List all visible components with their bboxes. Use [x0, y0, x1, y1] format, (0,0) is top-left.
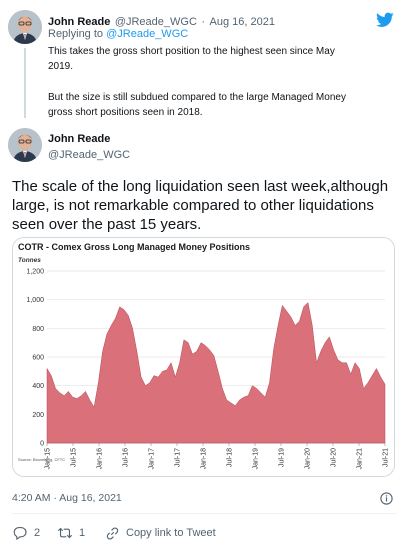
y-tick-label: 800	[32, 326, 44, 333]
reply-text-line-2: 2019.	[48, 61, 74, 72]
divider	[12, 513, 397, 514]
chart-x-axis: Jan-15 Jul-15 Jan-16 Jul-16 Jan-17 Jul-17 Jan-…	[45, 443, 390, 469]
x-tick-label: Jul-15	[71, 448, 78, 467]
x-tick-label: Jan-20	[305, 448, 312, 470]
chart-svg: COTR - Comex Gross Long Managed Money Po…	[13, 238, 394, 476]
x-tick-label: Jan-17	[149, 448, 156, 470]
separator: ·	[201, 16, 206, 28]
retweet-button[interactable]: 1	[57, 522, 85, 544]
reply-button[interactable]: 2	[12, 522, 40, 544]
reply-icon	[13, 527, 27, 540]
reply-count: 2	[34, 527, 41, 539]
y-tick-label: 1,000	[26, 297, 44, 304]
chart-y-axis: 0 200 400 600 800 1,000 1,200	[26, 269, 44, 448]
x-tick-label: Jul-16	[123, 448, 130, 467]
y-tick-label: 400	[32, 383, 44, 390]
x-tick-label: Jan-16	[97, 448, 104, 470]
replying-to: Replying to @JReade_WGC	[48, 28, 188, 40]
y-tick-label: 600	[32, 355, 44, 362]
reply-header: John Reade @JReade_WGC · Aug 16, 2021	[48, 12, 275, 30]
x-tick-label: Jan-21	[357, 448, 364, 470]
tweet-text-line-3: seen over the past 15 years.	[12, 216, 202, 233]
copy-link-button[interactable]: Copy link to Tweet	[105, 522, 216, 544]
info-icon[interactable]	[380, 492, 393, 505]
reply-text-line-4: gross short positions seen in 2018.	[48, 107, 203, 118]
x-tick-label: Jul-20	[331, 448, 338, 467]
x-tick-label: Jan-15	[45, 448, 52, 470]
tweet-actions: 2 1 Copy link to Tweet	[12, 522, 397, 544]
replying-handle-link[interactable]: @JReade_WGC	[106, 28, 189, 40]
y-tick-label: 200	[32, 412, 44, 419]
avatar-image	[8, 10, 42, 44]
retweet-count: 1	[79, 527, 86, 539]
twitter-bird-icon[interactable]	[376, 12, 394, 28]
x-tick-label: Jul-21	[383, 448, 390, 467]
chart-image-card[interactable]: COTR - Comex Gross Long Managed Money Po…	[12, 237, 395, 477]
chart-title: COTR - Comex Gross Long Managed Money Po…	[18, 242, 250, 252]
y-tick-label: 1,200	[26, 269, 44, 276]
x-tick-label: Jan-19	[253, 448, 260, 470]
avatar[interactable]	[8, 128, 42, 162]
tweet-timestamp[interactable]: 4:20 AM · Aug 16, 2021	[12, 492, 122, 504]
y-tick-label: 0	[40, 441, 44, 448]
avatar-image	[8, 128, 42, 162]
reply-text-line-1: This takes the gross short position to t…	[48, 46, 335, 57]
tweet-text-line-2: large, is not remarkable compared to oth…	[12, 197, 374, 214]
copy-link-label: Copy link to Tweet	[126, 527, 216, 539]
chart-ylabel: Tonnes	[18, 257, 41, 264]
author-name[interactable]: John Reade	[48, 16, 111, 28]
x-tick-label: Jul-17	[175, 448, 182, 467]
author-name[interactable]: John Reade	[48, 133, 111, 145]
copy-link-icon	[106, 526, 119, 540]
tweet-text-line-1: The scale of the long liquidation seen l…	[12, 178, 389, 195]
thread-connector	[24, 48, 26, 118]
author-handle[interactable]: @JReade_WGC	[48, 149, 131, 161]
reply-text-line-3: But the size is still subdued compared t…	[48, 92, 346, 103]
chart-source: Source: Bloomberg, CFTC	[18, 457, 65, 462]
chart-area-series	[46, 302, 386, 444]
tweet-date[interactable]: Aug 16, 2021	[209, 16, 275, 28]
replying-prefix: Replying to	[48, 28, 104, 40]
retweet-icon	[57, 527, 73, 539]
x-tick-label: Jul-19	[279, 448, 286, 467]
avatar[interactable]	[8, 10, 42, 44]
x-tick-label: Jul-18	[227, 448, 234, 467]
x-tick-label: Jan-18	[201, 448, 208, 470]
author-handle[interactable]: @JReade_WGC	[114, 16, 197, 28]
